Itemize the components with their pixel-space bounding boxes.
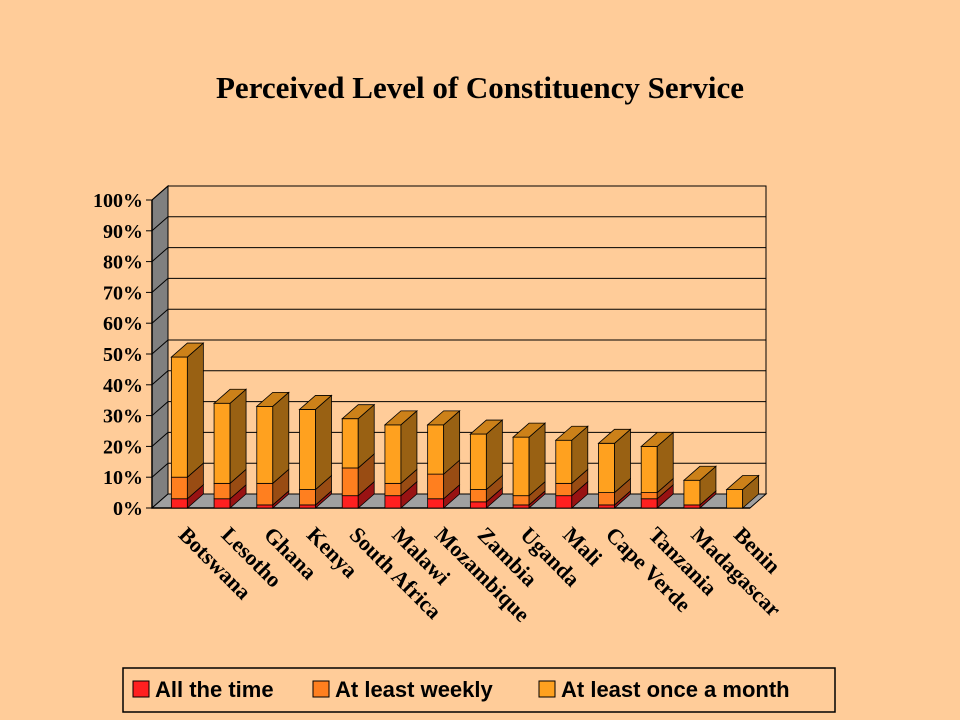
gridline [151, 401, 766, 416]
bar-lesotho-at-least-once-a-month-side [229, 388, 247, 485]
bar-benin-at-least-once-a-month [726, 489, 744, 509]
bar-mali-at-least-once-a-month [555, 439, 573, 484]
bar-zambia-all-the-time [469, 501, 487, 509]
bar-mali-top [554, 425, 589, 441]
bar-lesotho-at-least-once-a-month [213, 402, 231, 484]
y-tick-label: 10% [103, 467, 143, 489]
bar-tanzania-at-least-weekly [640, 492, 658, 500]
bar-uganda-all-the-time [512, 504, 530, 509]
bar-ghana-top [255, 391, 290, 407]
y-tick-label: 60% [103, 313, 143, 335]
legend-swatch-all-the-time [132, 680, 150, 698]
bar-uganda-at-least-once-a-month [512, 436, 530, 497]
bar-mozambique-at-least-weekly [427, 473, 445, 500]
bar-kenya-at-least-once-a-month [299, 409, 316, 490]
bar-mozambique-at-least-once-a-month [427, 424, 445, 475]
bar-mozambique-top [426, 410, 461, 426]
chart-title: Perceived Level of Constituency Service [216, 70, 744, 105]
bar-malawi-top [383, 410, 418, 426]
bar-kenya-at-least-weekly [299, 489, 316, 506]
bar-zambia-at-least-once-a-month [469, 433, 487, 490]
bar-kenya-top [298, 395, 333, 410]
gridline [151, 247, 766, 262]
bar-south-africa-at-least-once-a-month [341, 418, 359, 469]
bar-mozambique-all-the-time [427, 498, 445, 509]
gridline [151, 370, 766, 386]
bar-uganda-top [512, 422, 547, 438]
bar-south-africa-all-the-time [341, 495, 359, 509]
gridline [151, 216, 766, 232]
bar-south-africa-at-least-weekly [341, 467, 359, 497]
bar-malawi-at-least-weekly [384, 482, 402, 497]
gridline [151, 277, 766, 293]
bar-mali-all-the-time [555, 495, 573, 509]
y-tick-label: 20% [103, 436, 143, 458]
y-tick-label: 70% [103, 282, 143, 304]
bar-lesotho-at-least-weekly [213, 482, 231, 500]
bar-kenya-all-the-time [299, 504, 316, 509]
bar-ghana-at-least-weekly [256, 482, 274, 506]
bar-zambia-at-least-weekly [469, 489, 487, 503]
bar-botswana-at-least-weekly [170, 476, 188, 500]
bar-tanzania-all-the-time [640, 498, 658, 509]
bar-madagascar-at-least-once-a-month [683, 479, 701, 506]
gridline [151, 339, 766, 355]
bar-ghana-at-least-once-a-month-side [272, 391, 290, 485]
y-tick-label: 0% [113, 498, 143, 520]
bar-botswana-all-the-time [170, 498, 188, 509]
bar-botswana-at-least-once-a-month [170, 356, 188, 478]
y-tick-label: 100% [93, 190, 143, 212]
y-tick-label: 40% [103, 375, 143, 397]
bar-south-africa-top [341, 404, 376, 420]
bar-madagascar-all-the-time [683, 504, 701, 509]
bar-botswana-top [170, 342, 205, 358]
bar-uganda-at-least-weekly [512, 495, 530, 506]
bar-ghana-at-least-once-a-month [256, 405, 274, 484]
y-tick-label: 50% [103, 344, 143, 366]
bar-lesotho-top [213, 388, 248, 404]
bar-botswana-at-least-once-a-month-side [186, 342, 204, 479]
bar-cape-verde-at-least-weekly [598, 492, 615, 506]
bar-cape-verde-all-the-time [598, 504, 615, 509]
legend-box [122, 667, 836, 713]
bar-cape-verde-top [597, 428, 632, 444]
bar-zambia-top [469, 419, 504, 435]
gridline [151, 185, 766, 201]
bar-lesotho-all-the-time [213, 498, 231, 509]
bar-malawi-all-the-time [384, 495, 402, 509]
legend-label-all-the-time: All the time [155, 677, 274, 702]
bar-tanzania-at-least-once-a-month [640, 445, 658, 493]
bar-tanzania-top [640, 431, 675, 447]
legend-label-at-least-once-a-month: At least once a month [561, 677, 790, 702]
bar-mali-at-least-weekly [555, 482, 573, 497]
legend-swatch-at-least-once-a-month [538, 680, 556, 698]
legend-label-at-least-weekly: At least weekly [335, 677, 494, 702]
bar-benin-top [725, 475, 760, 490]
bar-cape-verde-at-least-once-a-month [598, 442, 615, 494]
bar-malawi-at-least-once-a-month [384, 424, 402, 484]
y-tick-label: 30% [103, 406, 143, 428]
bar-madagascar-top [682, 465, 717, 481]
gridline [151, 308, 766, 324]
legend-swatch-at-least-weekly [312, 680, 330, 698]
bar-ghana-all-the-time [256, 504, 274, 509]
y-tick-label: 80% [103, 252, 143, 274]
bar-kenya-at-least-once-a-month-side [315, 394, 332, 491]
y-tick-label: 90% [103, 221, 143, 243]
